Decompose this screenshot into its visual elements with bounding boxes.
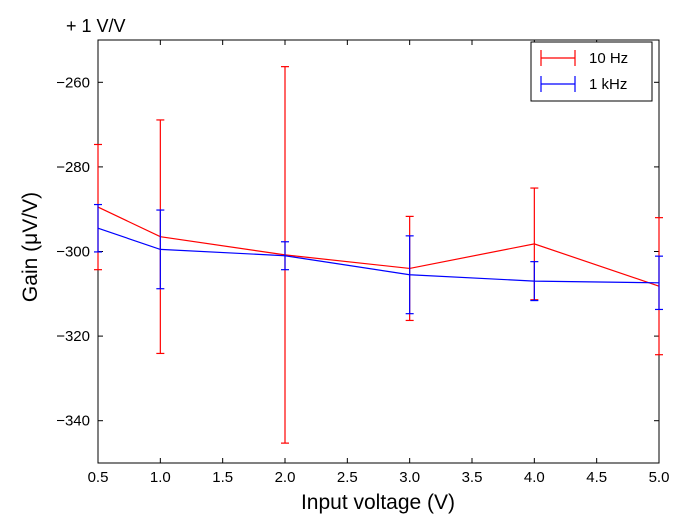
y-tick-label: −300 [56,244,90,261]
x-tick-label: 3.5 [462,469,483,486]
plot-border [97,39,660,464]
series-layer [94,66,663,444]
legend: 10 Hz 1 kHz [530,41,653,102]
x-tick-label: 1.0 [150,469,171,486]
y-tick-label: −260 [56,74,90,91]
series-line [97,206,660,287]
series-0 [94,66,663,444]
legend-box [530,41,653,102]
legend-label: 1 kHz [589,76,627,93]
x-axis-label: Input voltage (V) [301,491,455,514]
y-axis-label: Gain (μV/V) [19,192,42,302]
x-tick-label: 5.0 [649,469,670,486]
x-tick-label: 4.0 [524,469,545,486]
plot-frame [97,39,660,464]
x-tick-label: 0.5 [88,469,109,486]
y-axis-ticks: −260 −280 −300 −320 −340 [56,74,659,430]
x-tick-label: 3.0 [399,469,420,486]
y-tick-label: −280 [56,159,90,176]
x-tick-label: 2.0 [275,469,296,486]
y-offset-label: + 1 V/V [66,16,126,36]
x-tick-label: 2.5 [337,469,358,486]
x-axis-ticks: 0.5 1.0 1.5 2.0 2.5 3.0 3.5 4.0 4.5 5.0 [88,40,670,486]
y-tick-label: −340 [56,413,90,430]
series-1 [94,203,663,315]
series-line [97,227,660,284]
y-tick-label: −320 [56,328,90,345]
x-tick-label: 4.5 [586,469,607,486]
x-tick-label: 1.5 [212,469,233,486]
legend-label: 10 Hz [589,50,628,67]
